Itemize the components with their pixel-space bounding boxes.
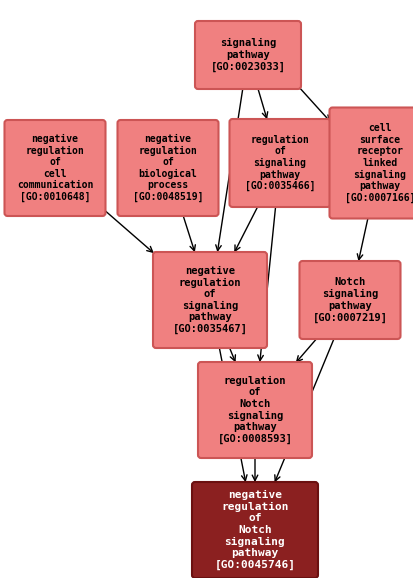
FancyBboxPatch shape (197, 362, 311, 458)
FancyBboxPatch shape (153, 252, 266, 348)
FancyBboxPatch shape (5, 120, 105, 216)
Text: regulation
of
signaling
pathway
[GO:0035466]: regulation of signaling pathway [GO:0035… (244, 135, 314, 191)
FancyBboxPatch shape (195, 21, 300, 89)
Text: cell
surface
receptor
linked
signaling
pathway
[GO:0007166]: cell surface receptor linked signaling p… (344, 123, 413, 203)
FancyBboxPatch shape (299, 261, 399, 339)
Text: signaling
pathway
[GO:0023033]: signaling pathway [GO:0023033] (210, 38, 285, 72)
FancyBboxPatch shape (329, 108, 413, 218)
Text: negative
regulation
of
biological
process
[GO:0048519]: negative regulation of biological proces… (133, 134, 203, 202)
Text: regulation
of
Notch
signaling
pathway
[GO:0008593]: regulation of Notch signaling pathway [G… (217, 376, 292, 444)
FancyBboxPatch shape (117, 120, 218, 216)
Text: negative
regulation
of
cell
communication
[GO:0010648]: negative regulation of cell communicatio… (17, 134, 93, 202)
Text: negative
regulation
of
signaling
pathway
[GO:0035467]: negative regulation of signaling pathway… (172, 266, 247, 334)
FancyBboxPatch shape (229, 119, 330, 207)
FancyBboxPatch shape (192, 482, 317, 578)
Text: Notch
signaling
pathway
[GO:0007219]: Notch signaling pathway [GO:0007219] (312, 277, 387, 323)
Text: negative
regulation
of
Notch
signaling
pathway
[GO:0045746]: negative regulation of Notch signaling p… (214, 490, 295, 570)
